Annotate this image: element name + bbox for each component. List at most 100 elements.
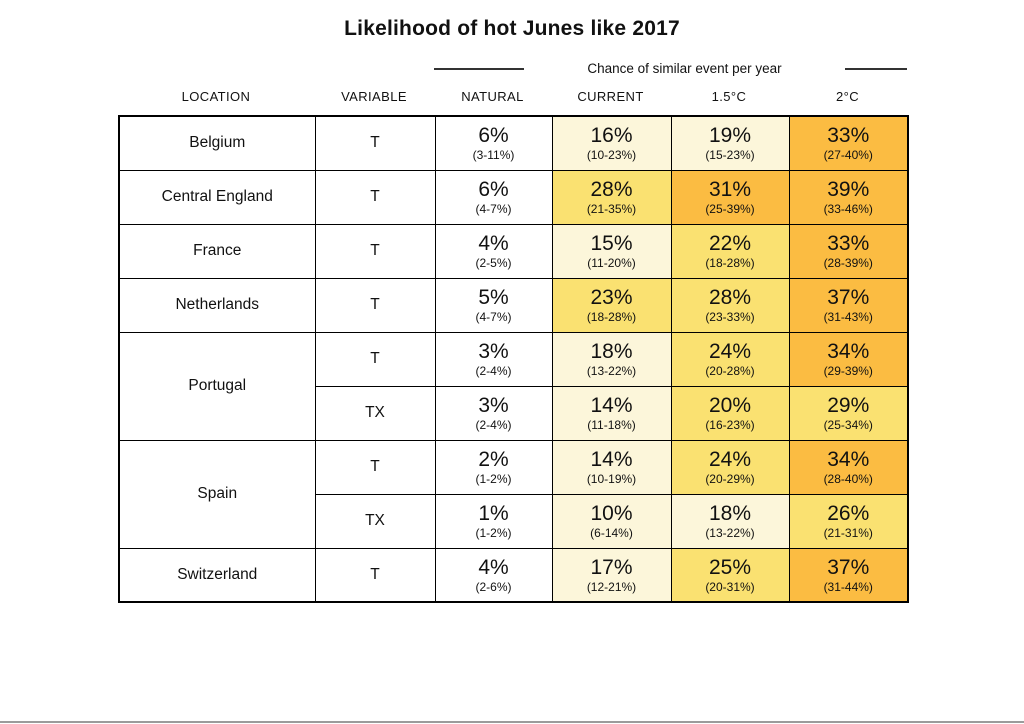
prob-value: 18% (708, 502, 752, 525)
column-header-location: LOCATION (181, 89, 251, 104)
prob-range: (28-40%) (823, 472, 873, 486)
table-row: TX 3% (2-4%) 14% (11-18%) 20% (16-23%) 2… (119, 385, 909, 441)
location-cell: France (118, 223, 316, 279)
prob-value: 26% (827, 502, 870, 525)
table-row: Switzerland T 4% (2-6%) 17% (12-21%) 25%… (118, 547, 909, 603)
prob-range: (23-33%) (705, 310, 755, 324)
prob-range: (15-23%) (705, 148, 755, 163)
prob-value: 33% (827, 124, 870, 148)
prob-cell: 5% (4-7%) (434, 277, 553, 333)
location-cell: Central England (118, 169, 316, 225)
variable-cell: T (314, 223, 436, 279)
column-header-variable: VARIABLE (341, 89, 407, 104)
prob-range: (20-28%) (705, 364, 755, 378)
prob-value: 16% (590, 124, 633, 148)
prob-cell: 25% (20-31%) (670, 547, 790, 603)
prob-value: 31% (708, 178, 752, 201)
prob-value: 37% (827, 286, 870, 309)
variable-cell: T (314, 547, 436, 603)
prob-value: 4% (478, 555, 509, 579)
prob-cell: 2% (1-2%) (434, 439, 553, 495)
prob-range: (25-39%) (705, 202, 755, 216)
likelihood-table: Belgium T 6% (3-11%) 16% (10-23%) 19% (1… (118, 115, 909, 603)
prob-value: 15% (590, 232, 633, 255)
prob-value: 33% (827, 232, 870, 255)
prob-cell: 17% (12-21%) (551, 547, 672, 603)
prob-cell: 34% (29-39%) (788, 331, 909, 387)
prob-cell: 24% (20-29%) (670, 439, 790, 495)
prob-cell: 18% (13-22%) (670, 493, 790, 549)
prob-cell: 33% (28-39%) (788, 223, 909, 279)
prob-cell: 34% (28-40%) (788, 439, 909, 495)
prob-value: 24% (708, 340, 752, 363)
prob-cell: 14% (10-19%) (551, 439, 672, 495)
prob-range: (27-40%) (823, 148, 873, 163)
prob-value: 3% (478, 340, 509, 363)
prob-range: (21-31%) (823, 526, 873, 540)
prob-range: (20-29%) (705, 472, 755, 486)
prob-range: (10-19%) (586, 472, 637, 486)
column-header-current: CURRENT (577, 89, 644, 104)
prob-value: 20% (708, 394, 752, 417)
location-cell: Belgium (118, 115, 316, 171)
subtitle-text: Chance of similar event per year (587, 61, 782, 76)
prob-range: (2-6%) (475, 579, 512, 594)
prob-cell: 37% (31-44%) (788, 547, 909, 603)
prob-cell: 6% (4-7%) (434, 169, 553, 225)
prob-value: 28% (590, 178, 633, 201)
prob-range: (33-46%) (823, 202, 873, 216)
location-cell: Spain (118, 439, 316, 549)
prob-cell: 20% (16-23%) (670, 385, 790, 441)
table-row: Spain T 2% (1-2%) 14% (10-19%) 24% (20-2… (118, 439, 909, 549)
prob-range: (20-31%) (705, 579, 755, 594)
prob-range: (1-2%) (475, 526, 512, 540)
variable-cell: T (314, 277, 436, 333)
prob-value: 6% (478, 124, 509, 148)
variable-cell: T (314, 331, 436, 387)
prob-range: (3-11%) (472, 148, 515, 163)
variable-cell: T (314, 115, 436, 171)
prob-value: 2% (478, 448, 509, 471)
prob-cell: 31% (25-39%) (670, 169, 790, 225)
prob-cell: 29% (25-34%) (788, 385, 909, 441)
prob-cell: 4% (2-6%) (434, 547, 553, 603)
prob-value: 24% (708, 448, 752, 471)
prob-cell: 3% (2-4%) (434, 331, 553, 387)
prob-value: 34% (827, 340, 870, 363)
column-header-1p5c: 1.5°C (711, 89, 747, 104)
prob-cell: 15% (11-20%) (551, 223, 672, 279)
column-headers: LOCATION VARIABLE NATURAL CURRENT 1.5°C … (118, 89, 907, 106)
table-row: France T 4% (2-5%) 15% (11-20%) 22% (18-… (118, 223, 909, 279)
prob-range: (16-23%) (705, 418, 755, 432)
prob-range: (18-28%) (705, 256, 755, 270)
prob-cell: 28% (21-35%) (551, 169, 672, 225)
prob-cell: 22% (18-28%) (670, 223, 790, 279)
prob-value: 17% (590, 555, 633, 579)
prob-value: 14% (590, 448, 633, 471)
subtitle-row: Chance of similar event per year (434, 60, 907, 77)
prob-value: 22% (708, 232, 752, 255)
subtitle-rule-right (845, 67, 907, 70)
table-row: TX 1% (1-2%) 10% (6-14%) 18% (13-22%) 26… (119, 493, 909, 549)
prob-range: (29-39%) (823, 364, 873, 378)
prob-range: (31-43%) (823, 310, 873, 324)
table-row: Portugal T 3% (2-4%) 18% (13-22%) 24% (2… (118, 331, 909, 441)
prob-range: (21-35%) (586, 202, 637, 216)
prob-cell: 28% (23-33%) (670, 277, 790, 333)
subtitle-rule-left (434, 67, 524, 70)
location-cell: Switzerland (118, 547, 316, 603)
prob-range: (4-7%) (475, 310, 512, 324)
table-row: Netherlands T 5% (4-7%) 23% (18-28%) 28%… (118, 277, 909, 333)
prob-cell: 33% (27-40%) (788, 115, 909, 171)
prob-range: (13-22%) (586, 364, 637, 378)
prob-value: 37% (827, 555, 870, 579)
prob-value: 29% (827, 394, 870, 417)
prob-cell: 19% (15-23%) (670, 115, 790, 171)
prob-cell: 16% (10-23%) (551, 115, 672, 171)
prob-cell: 26% (21-31%) (788, 493, 909, 549)
variable-cell: T (314, 439, 436, 495)
prob-range: (11-20%) (587, 256, 636, 270)
prob-cell: 37% (31-43%) (788, 277, 909, 333)
prob-range: (2-4%) (475, 364, 512, 378)
